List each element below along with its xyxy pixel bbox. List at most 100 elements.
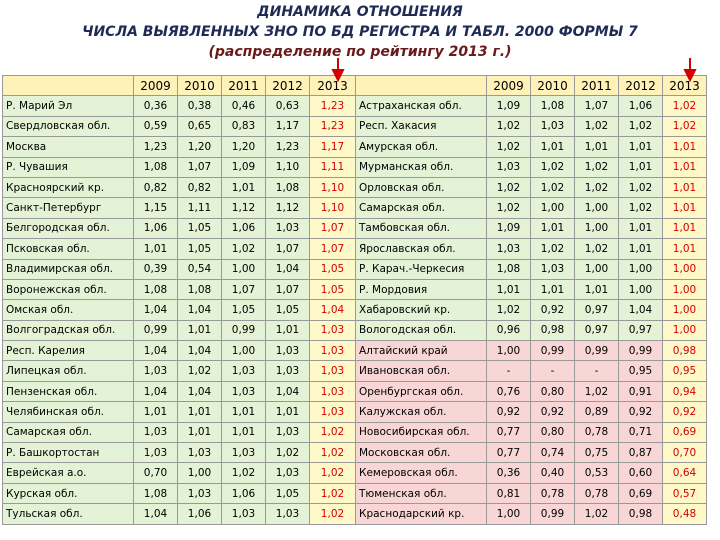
title: ДИНАМИКА ОТНОШЕНИЯ ЧИСЛА ВЫЯВЛЕННЫХ ЗНО … (0, 2, 720, 62)
value-cell: 1,03 (221, 360, 266, 382)
value-cell: 0,75 (574, 442, 619, 464)
value-cell: 1,20 (221, 136, 266, 158)
region-cell: Р. Чувашия (2, 156, 134, 178)
value-cell: 1,05 (309, 278, 356, 301)
value-cell: 0,89 (574, 401, 619, 423)
value-cell: 1,02 (574, 238, 619, 260)
value-cell: 1,02 (486, 115, 531, 138)
value-cell: 0,97 (574, 319, 619, 342)
value-cell: 0,64 (662, 462, 707, 484)
region-cell: Тульская обл. (2, 503, 134, 525)
region-cell: Хабаровский кр. (355, 299, 487, 321)
value-cell: 0,69 (618, 482, 663, 505)
value-cell: 1,00 (662, 319, 707, 342)
value-cell: 1,04 (133, 380, 178, 403)
value-cell: 1,10 (309, 176, 356, 199)
region-cell: Белгородская обл. (2, 217, 134, 240)
value-cell: 1,02 (309, 442, 356, 464)
value-cell: 1,08 (133, 156, 178, 178)
value-cell: 1,06 (133, 217, 178, 240)
table-row: Пензенская обл. 1,04 1,04 1,03 1,04 1,03 Оренб… (2, 380, 707, 403)
value-cell: 0,78 (574, 421, 619, 444)
table-body: 2009 2010 2011 2012 2013 2009 2010 2011 2012 2013… (2, 74, 707, 525)
value-cell: 1,01 (662, 238, 707, 260)
value-cell: 1,03 (177, 442, 222, 464)
value-cell: 0,99 (574, 340, 619, 362)
value-cell: 0,82 (177, 176, 222, 199)
table-row: Красноярский кр. 0,82 0,82 1,01 1,08 1,10 Орло… (2, 176, 707, 199)
value-cell: 1,03 (221, 503, 266, 525)
value-cell: 1,00 (530, 197, 575, 219)
value-cell: 1,01 (221, 421, 266, 444)
region-cell: Вологодская обл. (355, 319, 487, 342)
region-cell: Астраханская обл. (355, 95, 487, 117)
value-cell: 1,02 (486, 299, 531, 321)
value-cell: 1,04 (177, 340, 222, 362)
value-cell: 1,07 (265, 238, 310, 260)
table-row: Омская обл. 1,04 1,04 1,05 1,05 1,04 Хабаровск… (2, 299, 707, 321)
value-cell: 0,99 (530, 340, 575, 362)
region-cell: Новосибирская обл. (355, 421, 487, 444)
table-row: Еврейская а.о. 0,70 1,00 1,02 1,03 1,02 Кемеро… (2, 462, 707, 484)
region-cell: Р. Марий Эл (2, 95, 134, 117)
value-cell: 1,02 (530, 238, 575, 260)
value-cell: 1,05 (265, 482, 310, 505)
value-cell: 1,02 (265, 442, 310, 464)
value-cell: 1,01 (133, 238, 178, 260)
value-cell: 1,02 (309, 462, 356, 484)
value-cell: 1,04 (177, 299, 222, 321)
value-cell: 0,99 (133, 319, 178, 342)
value-cell: 0,77 (486, 442, 531, 464)
value-cell: 1,03 (133, 360, 178, 382)
region-cell: Респ. Хакасия (355, 115, 487, 138)
value-cell: 1,01 (618, 217, 663, 240)
table-row: Владимирская обл. 0,39 0,54 1,00 1,04 1,05 Р. … (2, 258, 707, 280)
arrow-head (683, 69, 697, 83)
value-cell: 1,02 (662, 95, 707, 117)
region-cell: Московская обл. (355, 442, 487, 464)
value-cell: 0,59 (133, 115, 178, 138)
value-cell: 0,71 (618, 421, 663, 444)
table-row: Челябинская обл. 1,01 1,01 1,01 1,01 1,03 Калу… (2, 401, 707, 423)
value-cell: 1,03 (265, 503, 310, 525)
value-cell: 1,01 (221, 401, 266, 423)
value-cell: 0,36 (133, 95, 178, 117)
value-cell: 0,76 (486, 380, 531, 403)
value-cell: 1,01 (530, 278, 575, 301)
value-cell: 1,03 (265, 421, 310, 444)
value-cell: 0,87 (618, 442, 663, 464)
value-cell: 1,03 (221, 442, 266, 464)
arrows (331, 58, 697, 83)
value-cell: 1,01 (221, 176, 266, 199)
value-cell: 1,03 (486, 238, 531, 260)
region-cell: Самарская обл. (355, 197, 487, 219)
value-cell: 1,00 (486, 340, 531, 362)
value-cell: 1,02 (574, 156, 619, 178)
region-cell: Челябинская обл. (2, 401, 134, 423)
value-cell: - (530, 360, 575, 382)
value-cell: 1,02 (486, 176, 531, 199)
value-cell: 1,10 (309, 197, 356, 219)
value-cell: 1,09 (221, 156, 266, 178)
value-cell: 1,01 (133, 401, 178, 423)
region-cell: Красноярский кр. (2, 176, 134, 199)
value-cell: 1,02 (486, 136, 531, 158)
value-cell: 1,03 (221, 380, 266, 403)
value-cell: 1,23 (133, 136, 178, 158)
value-cell: 1,01 (618, 238, 663, 260)
value-cell: 1,03 (309, 401, 356, 423)
value-cell: 1,17 (309, 136, 356, 158)
value-cell: 1,02 (574, 115, 619, 138)
value-cell: 1,06 (221, 217, 266, 240)
table-row: Липецкая обл. 1,03 1,02 1,03 1,03 1,03 Ивановс… (2, 360, 707, 382)
value-cell: 1,01 (177, 319, 222, 342)
value-cell: 1,00 (574, 258, 619, 280)
value-cell: 1,05 (265, 299, 310, 321)
value-cell: 0,80 (530, 421, 575, 444)
value-cell: 0,38 (177, 95, 222, 117)
header-cell: 2010 (177, 74, 222, 97)
table-row: Самарская обл. 1,03 1,01 1,01 1,03 1,02 Новоси… (2, 421, 707, 444)
arrow-head (331, 69, 345, 83)
value-cell: 1,03 (177, 482, 222, 505)
region-cell: Липецкая обл. (2, 360, 134, 382)
